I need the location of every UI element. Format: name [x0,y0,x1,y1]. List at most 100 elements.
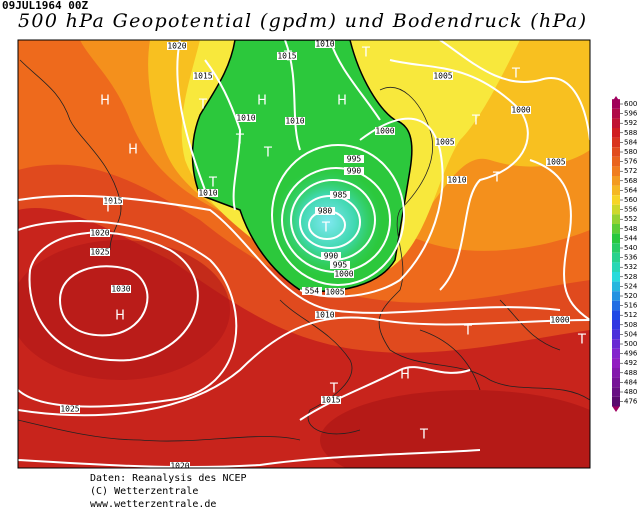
colorbar-label: 492 [624,359,637,367]
pressure-center: T [511,67,520,82]
colorbar-label: 584 [624,138,638,146]
footer-line: Daten: Reanalysis des NCEP [90,473,247,484]
colorbar-swatch [612,339,620,349]
isobar-label: 995 [347,155,362,164]
isobar-label: 1015 [103,197,122,206]
isobar-label: 1000 [375,127,394,136]
colorbar-label: 476 [624,398,638,406]
colorbar-label: 496 [624,350,638,358]
pressure-center: T [263,146,272,161]
colorbar-label: 500 [624,340,637,348]
isobar-label-bg [447,176,467,184]
isobar-label-bg [236,114,256,122]
date: 09JUL1964 00Z [2,0,88,12]
isobar-label-bg [375,127,395,135]
colorbar-swatch [612,147,620,157]
isobar-label-bg [344,167,364,175]
colorbar-swatch [612,300,620,311]
pressure-center: T [463,324,472,339]
colorbar-label: 560 [624,196,637,204]
colorbar-label: 528 [624,273,637,281]
colorbar-label: 576 [624,158,638,166]
isobar-label: 1005 [546,158,565,167]
pressure-center: H [400,368,410,383]
isobar-label: 1000 [550,316,569,325]
isobar-label: 1010 [236,114,255,123]
colorbar-label: 556 [624,206,638,214]
isobar-label-bg [277,52,297,60]
colorbar-label: 504 [624,330,638,338]
colorbar-label: 520 [624,292,637,300]
pressure-center: H [115,309,125,324]
footer-line: (C) Wetterzentrale [90,486,198,497]
isobar-label-bg [167,42,187,50]
colorbar-label: 480 [624,388,637,396]
colorbar-swatch [612,195,620,205]
isobar-label-bg [435,138,455,146]
colorbar-label: 572 [624,167,637,175]
colorbar-swatch [612,272,620,282]
isobar-label: 1020 [90,229,109,238]
isobar-label-bg [198,189,218,197]
colorbar-swatch [612,204,620,215]
colorbar-label: 568 [624,177,637,185]
isobar-label-bg [315,40,335,48]
colorbar-label: 580 [624,148,637,156]
pressure-center: T [208,176,217,191]
pressure-center: T [492,171,501,186]
isobar-label: 1005 [433,72,452,81]
colorbar-swatch [612,358,620,368]
colorbar-swatch [612,118,620,128]
isobar-label: 1000 [334,270,353,279]
colorbar-label: 532 [624,263,637,271]
coastlines [18,59,590,442]
isobar-label-bg [546,158,566,166]
isobar-label: 1000 [511,106,530,115]
colorbar-swatch [612,329,620,340]
isobar-label: 980 [318,207,333,216]
pressure-center: T [471,114,480,129]
map: 1020 1015 1015 1010 1005 1000 1005 1010 1005 1000… [18,40,590,468]
map-frame [17,39,591,469]
isobar-label: 1025 [60,405,79,414]
isobar-label-bg [433,72,453,80]
pressure-center: T [361,46,370,61]
colorbar-label: 548 [624,225,637,233]
colorbar-label: 592 [624,119,637,127]
colorbar-label: 544 [624,234,638,242]
isobar-label-bg [170,462,190,468]
isobar-label: 995 [333,261,348,270]
colorbar-swatch [612,214,620,224]
colorbar-label: 596 [624,110,638,118]
isobar-label: 1015 [193,72,212,81]
colorbar-swatch [612,291,620,301]
isobar-label: 985 [333,191,348,200]
isobar-label-bg [315,311,335,319]
colorbar-swatch [612,185,620,196]
colorbar-swatch [612,387,620,397]
isobar-label-bg [511,106,531,114]
isobar-label-bg [90,229,110,237]
colorbar-swatch [612,243,620,253]
isobar-label-bg [321,252,341,260]
isobar-label-bg [325,288,345,296]
pressure-center: T [103,201,112,216]
colorbar-label: 484 [624,378,638,386]
isobar-label: 1010 [315,311,334,320]
isobar-label-bg [302,287,322,295]
isobar-label: 990 [347,167,362,176]
isobar-label-bg [330,191,350,199]
pressure-center: T [577,333,586,348]
colorbar-swatch [612,320,620,330]
isobar-label: 1005 [325,288,344,297]
pressure-center: T [329,382,338,397]
isobar-label: 1015 [321,396,340,405]
pressure-center: H [257,94,267,109]
isobar-label: 1010 [447,176,466,185]
pressure-center: T [419,428,428,443]
colorbar-label: 508 [624,321,637,329]
isobar-label: 1010 [315,40,334,49]
colorbar-label: 516 [624,302,638,310]
